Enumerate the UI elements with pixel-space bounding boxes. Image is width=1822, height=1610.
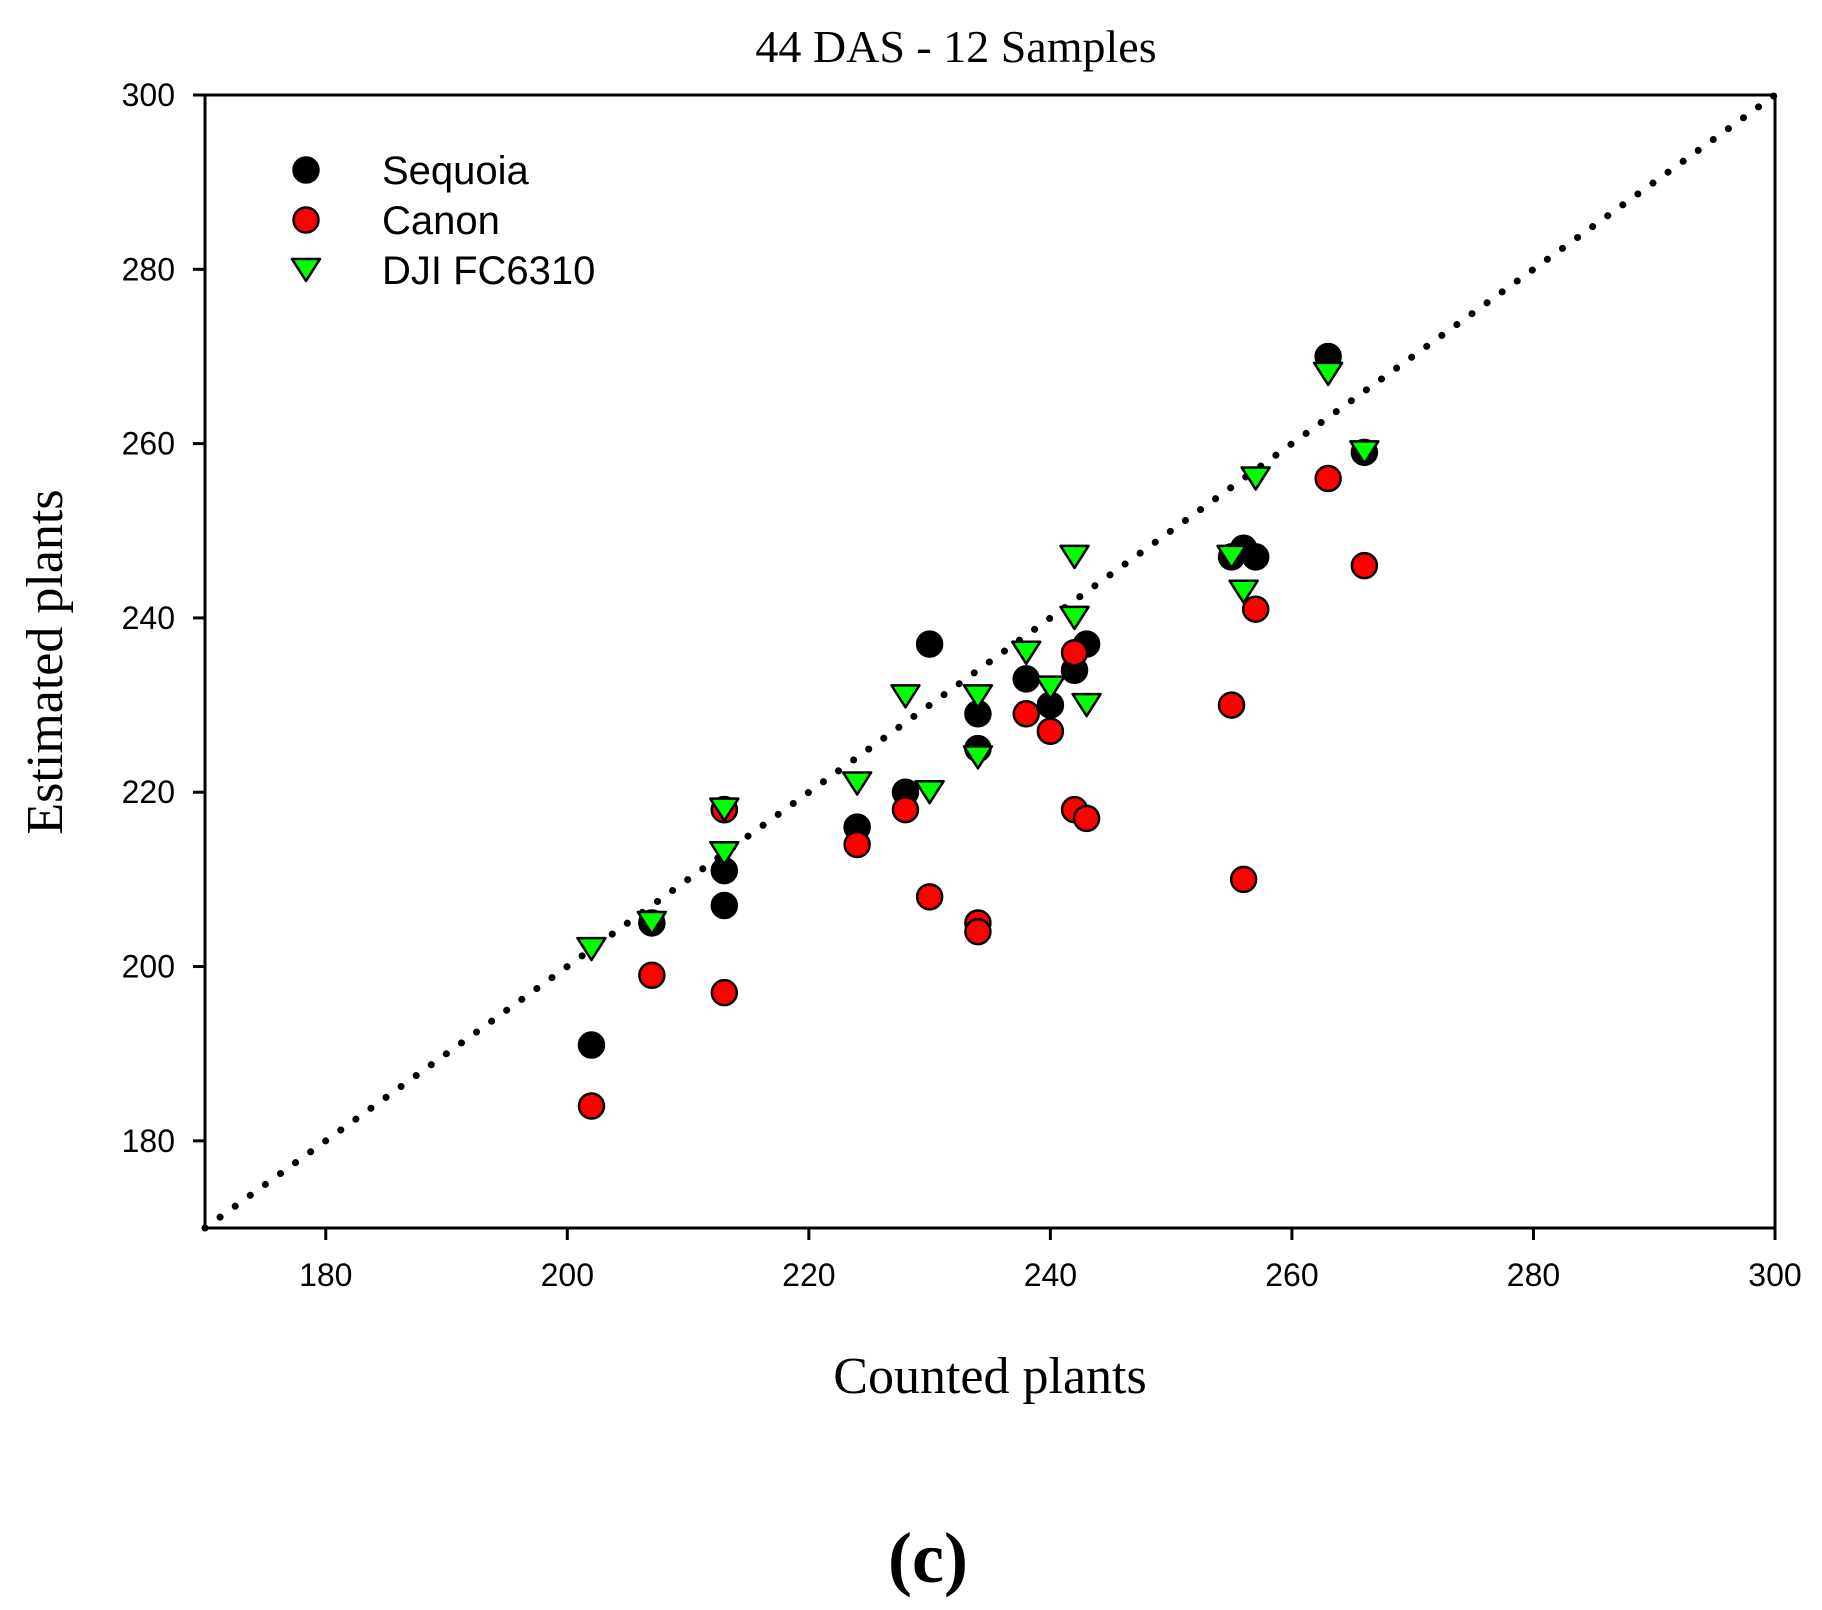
dji-fc6310-point	[841, 771, 873, 796]
y-axis-title: Estimated plants	[17, 489, 74, 834]
x-axis: 180 200 220 240 260 280 300	[299, 1228, 1802, 1293]
dji-fc6310-point	[1240, 466, 1271, 491]
dji-fc6310-point	[636, 910, 668, 936]
chart-title: 44 DAS - 12 Samples	[755, 21, 1156, 72]
x-tick-label: 180	[299, 1257, 352, 1293]
x-tick-label: 200	[541, 1257, 594, 1293]
sequoia-point	[1012, 665, 1040, 693]
x-tick-label: 280	[1507, 1257, 1560, 1293]
canon-point	[843, 830, 871, 859]
y-tick-label: 300	[122, 77, 175, 113]
y-tick-label: 240	[122, 600, 175, 636]
y-tick-label: 180	[122, 1123, 175, 1159]
canon-point	[577, 1092, 606, 1120]
one-to-one-reference-line	[201, 91, 1779, 1232]
x-tick-label: 220	[782, 1257, 835, 1293]
dji-fc6310-point	[1059, 544, 1090, 570]
legend: Sequoia Canon DJI FC6310	[290, 149, 595, 293]
canon-point	[1241, 595, 1270, 623]
dji-fc6310-point	[1228, 579, 1259, 605]
dji-fc6310-point	[1312, 361, 1344, 387]
canon-point	[915, 883, 944, 911]
sequoia-point	[915, 630, 944, 658]
sequoia-point	[1241, 543, 1270, 571]
x-axis-title: Counted plants	[833, 1348, 1146, 1405]
dji-fc6310-point	[1349, 440, 1380, 465]
sequoia-point	[710, 891, 739, 920]
legend-marker-sequoia	[292, 156, 320, 184]
dji-fc6310-point	[890, 684, 921, 709]
y-tick-label: 280	[122, 251, 175, 287]
canon-point	[1060, 639, 1089, 667]
canon-point	[1072, 804, 1101, 833]
dji-fc6310-point	[709, 797, 740, 822]
legend-marker-dji-fc6310	[290, 257, 322, 283]
x-tick-label: 300	[1748, 1257, 1801, 1293]
dji-fc6310-point	[1071, 692, 1102, 718]
legend-label-sequoia: Sequoia	[382, 149, 530, 193]
canon-point	[638, 961, 666, 990]
y-tick-label: 220	[122, 774, 175, 810]
y-tick-label: 200	[122, 949, 175, 985]
canon-point	[1012, 700, 1040, 728]
legend-marker-canon	[292, 206, 320, 234]
y-axis: 180 200 220 240 260 280 300	[122, 77, 205, 1159]
legend-label-canon: Canon	[382, 199, 500, 243]
dji-fc6310-point	[1010, 640, 1042, 666]
canon-point	[891, 795, 920, 824]
points-layer	[576, 342, 1380, 1120]
canon-point	[1036, 717, 1065, 745]
dji-fc6310-point	[1059, 605, 1090, 631]
canon-point	[1314, 464, 1342, 493]
dji-fc6310-point	[1216, 544, 1247, 570]
dji-fc6310-point	[576, 936, 607, 962]
dji-fc6310-point	[962, 684, 994, 709]
dji-fc6310-point	[709, 840, 740, 866]
dji-fc6310-point	[962, 745, 994, 770]
canon-point	[1217, 691, 1246, 719]
x-tick-label: 240	[1024, 1257, 1077, 1293]
panel-label: (c)	[888, 1518, 968, 1598]
dji-fc6310-point	[1035, 675, 1066, 700]
legend-label-dji-fc6310: DJI FC6310	[382, 249, 595, 293]
canon-point	[964, 917, 992, 946]
y-tick-label: 260	[122, 426, 175, 462]
x-tick-label: 260	[1265, 1257, 1318, 1293]
reference-line-layer	[201, 91, 1779, 1232]
canon-point	[1229, 865, 1258, 894]
canon-point	[1350, 551, 1379, 580]
canon-point	[710, 978, 739, 1007]
plot-frame	[203, 93, 1777, 1230]
dji-fc6310-point	[914, 779, 945, 805]
sequoia-point	[577, 1031, 606, 1059]
